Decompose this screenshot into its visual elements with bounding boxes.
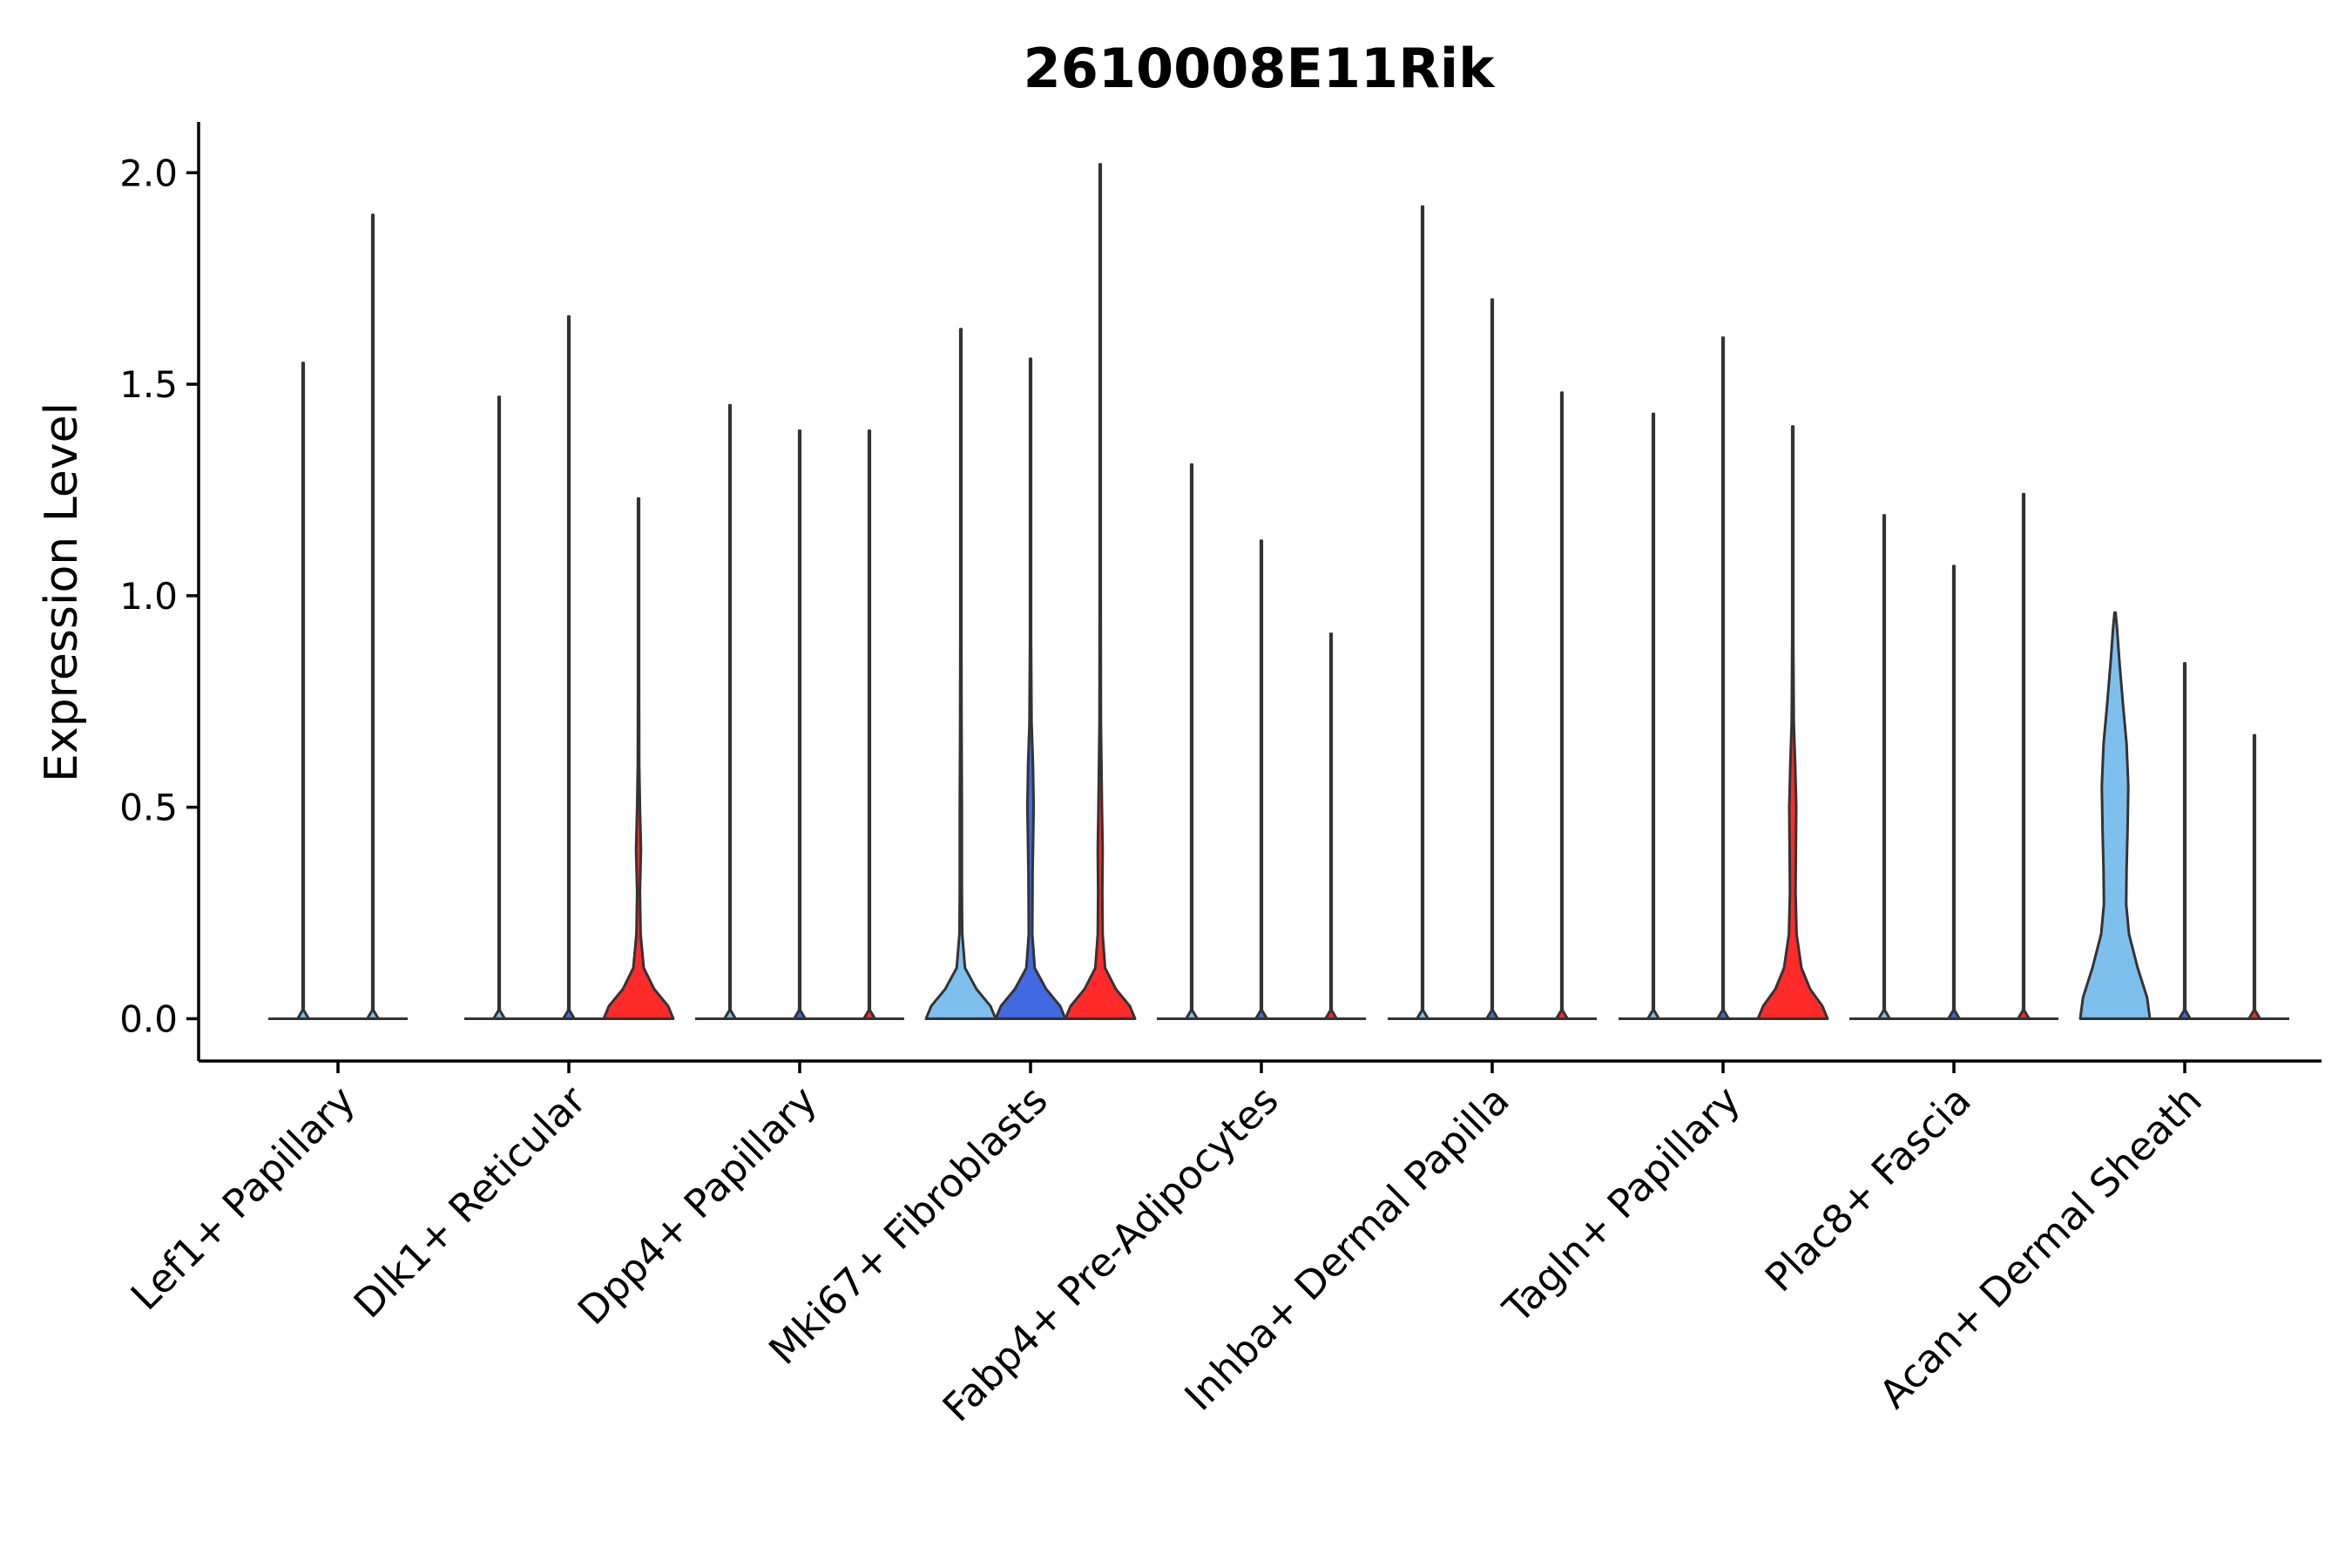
violin <box>2247 733 2261 1020</box>
y-tick-label: 1.0 <box>119 575 178 618</box>
violin <box>1947 564 1961 1020</box>
violin-group <box>2078 611 2289 1020</box>
violin-group <box>1388 205 1597 1020</box>
violin-group <box>1849 492 2058 1020</box>
x-tick-label: Lef1+ Papillary <box>122 1077 364 1319</box>
violin <box>1646 412 1660 1020</box>
violin <box>2017 492 2031 1020</box>
violin <box>2178 662 2192 1020</box>
y-tick-label: 2.0 <box>119 152 178 194</box>
y-tick-label: 0.5 <box>119 787 178 829</box>
y-axis-label: Expression Level <box>36 402 88 782</box>
violin <box>994 357 1067 1020</box>
violin <box>1485 298 1499 1020</box>
violin <box>492 395 506 1020</box>
violin <box>2078 611 2152 1020</box>
violin <box>1254 539 1268 1020</box>
violin <box>1324 632 1338 1020</box>
violin <box>366 213 380 1020</box>
x-tick-label: Dpp4+ Papillary <box>569 1077 826 1334</box>
violin <box>296 362 310 1020</box>
violin <box>862 429 876 1020</box>
x-tick-label: Dlk1+ Reticular <box>345 1077 595 1327</box>
y-tick-label: 0.0 <box>119 997 178 1040</box>
violin <box>1877 514 1891 1020</box>
violin <box>1064 163 1137 1020</box>
violin <box>1756 425 1829 1020</box>
violin <box>602 497 675 1020</box>
violin <box>1716 336 1730 1020</box>
violin <box>1416 205 1429 1020</box>
violin <box>1185 463 1199 1020</box>
x-tick-label: Plac8+ Fascia <box>1756 1077 1980 1301</box>
violins-layer <box>268 163 2289 1020</box>
violin-group <box>1157 463 1366 1020</box>
chart-title: 2610008E11Rik <box>1024 37 1497 100</box>
violin-group <box>924 163 1137 1020</box>
violin <box>924 328 997 1020</box>
violin-group <box>268 213 408 1020</box>
violin <box>1555 391 1569 1020</box>
x-tick-label: Tagln+ Papillary <box>1494 1077 1749 1332</box>
violin <box>793 429 807 1020</box>
violin <box>723 403 737 1020</box>
violin-group <box>695 403 904 1020</box>
violin-group <box>1619 336 1829 1020</box>
violin <box>562 314 576 1020</box>
violin-group <box>464 314 675 1020</box>
y-tick-label: 1.5 <box>119 363 178 406</box>
